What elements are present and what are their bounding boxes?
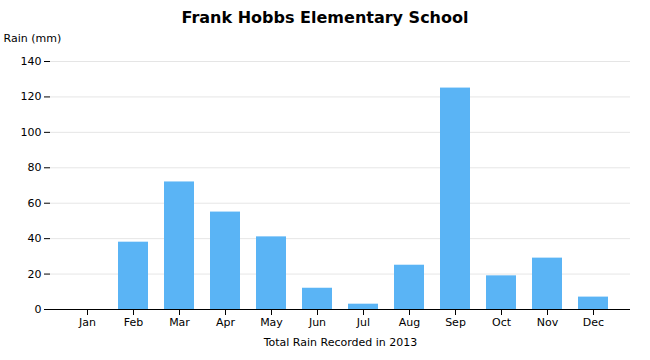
svg-text:Sep: Sep <box>445 316 466 329</box>
svg-text:Aug: Aug <box>399 316 420 329</box>
svg-text:Oct: Oct <box>492 316 512 329</box>
svg-text:40: 40 <box>28 232 42 245</box>
svg-text:140: 140 <box>21 55 42 68</box>
svg-text:Nov: Nov <box>537 316 559 329</box>
svg-text:20: 20 <box>28 268 42 281</box>
svg-text:Jan: Jan <box>78 316 96 329</box>
svg-text:80: 80 <box>28 161 42 174</box>
svg-text:Jul: Jul <box>356 316 370 329</box>
svg-text:Total Rain Recorded in 2013: Total Rain Recorded in 2013 <box>263 336 418 349</box>
svg-text:Rain (mm): Rain (mm) <box>4 32 62 45</box>
svg-text:100: 100 <box>21 126 42 139</box>
svg-text:Dec: Dec <box>583 316 604 329</box>
svg-text:Jun: Jun <box>308 316 326 329</box>
svg-text:Mar: Mar <box>169 316 190 329</box>
html-text:Frank Hobbs Elementary School: Frank Hobbs Elementary School <box>181 8 469 27</box>
svg-text:60: 60 <box>28 197 42 210</box>
svg-text:0: 0 <box>35 303 42 316</box>
svg-text:May: May <box>260 316 283 329</box>
svg-text:120: 120 <box>21 90 42 103</box>
svg-text:Feb: Feb <box>124 316 143 329</box>
svg-text:Apr: Apr <box>216 316 236 329</box>
